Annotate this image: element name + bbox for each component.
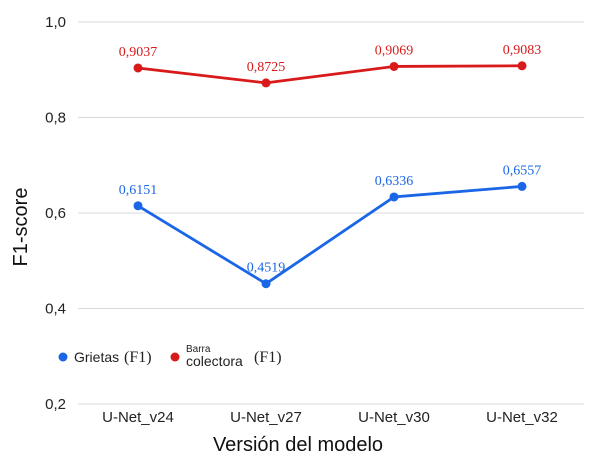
series-line	[136, 185, 524, 286]
y-tick-label: 0,4	[45, 301, 66, 318]
legend-item-barra-colectora: Barra colectora (F1)	[170, 344, 282, 369]
legend-label-barra-top: Barra	[186, 344, 211, 355]
y-tick-label: 0,6	[45, 205, 66, 222]
gridlines	[78, 21, 584, 405]
legend-swatch-barra-colectora	[170, 352, 180, 362]
data-label: 0,6336	[375, 174, 414, 189]
data-point	[261, 279, 271, 289]
legend-item-grietas: Grietas (F1)	[58, 349, 152, 366]
data-point	[517, 181, 527, 191]
y-tick-label: 1,0	[45, 14, 66, 31]
legend-suffix-grietas: (F1)	[124, 349, 152, 366]
x-axis-ticks: U-Net_v24 U-Net_v27 U-Net_v30 U-Net_v32	[102, 409, 558, 426]
y-tick-label: 0,2	[45, 396, 66, 413]
x-tick-label: U-Net_v30	[358, 409, 430, 426]
legend-label-grietas: Grietas	[74, 349, 119, 365]
data-point	[133, 63, 143, 73]
data-point	[389, 61, 399, 71]
data-label: 0,4519	[247, 261, 286, 276]
x-tick-label: U-Net_v32	[486, 409, 558, 426]
data-label: 0,8725	[247, 60, 286, 75]
x-tick-label: U-Net_v27	[230, 409, 302, 426]
legend-suffix-barra: (F1)	[254, 349, 282, 366]
data-label: 0,9083	[503, 43, 542, 58]
data-label: 0,6557	[503, 163, 542, 178]
series-0: 0,6151 0,4519 0,6336 0,6557	[119, 163, 542, 289]
legend-label-barra-main: colectora	[186, 353, 243, 369]
data-label: 0,9069	[375, 43, 414, 58]
y-axis-ticks: 0,2 0,4 0,6 0,8 1,0	[45, 14, 66, 413]
y-axis-label: F1-score	[10, 188, 32, 267]
series-line	[136, 64, 524, 85]
data-label: 0,9037	[119, 45, 158, 60]
x-tick-label: U-Net_v24	[102, 409, 174, 426]
x-axis-label: Versión del modelo	[213, 434, 383, 456]
series-layer: 0,61510,45190,63360,65570,90370,87250,90…	[119, 43, 542, 289]
legend: Grietas (F1) Barra colectora (F1)	[58, 344, 282, 369]
series-1: 0,9037 0,8725 0,9069 0,9083	[119, 43, 542, 88]
data-point	[517, 61, 527, 71]
data-point	[133, 201, 143, 211]
data-label: 0,6151	[119, 183, 158, 198]
y-tick-label: 0,8	[45, 110, 66, 127]
data-point	[389, 192, 399, 202]
legend-swatch-grietas	[58, 352, 68, 362]
data-point	[261, 78, 271, 88]
